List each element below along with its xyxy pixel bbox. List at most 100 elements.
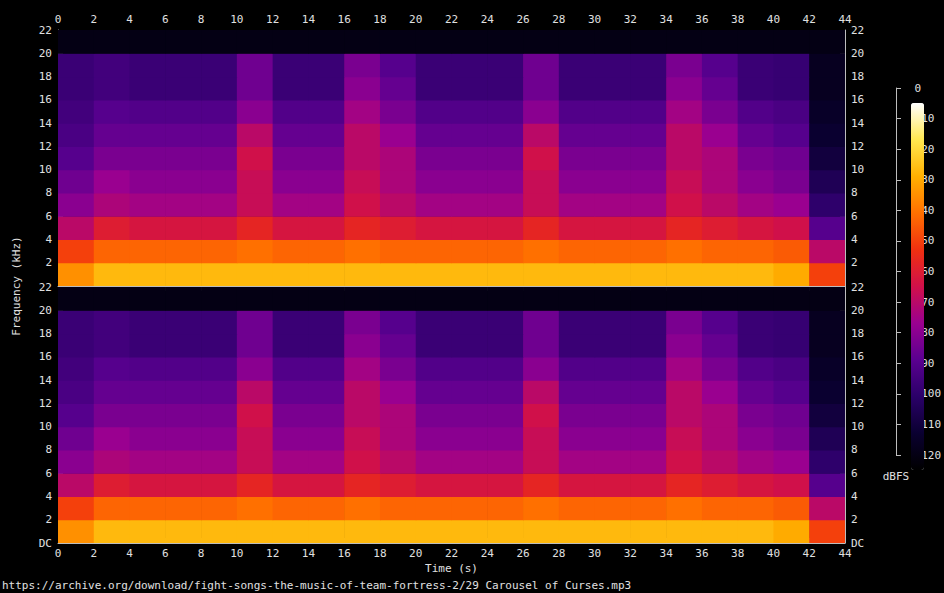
- svg-text:20: 20: [409, 13, 422, 26]
- svg-text:8: 8: [851, 443, 858, 456]
- svg-text:6: 6: [162, 13, 169, 26]
- svg-text:14: 14: [39, 374, 53, 387]
- svg-text:0: 0: [55, 13, 62, 26]
- svg-text:18: 18: [851, 327, 864, 340]
- svg-text:8: 8: [851, 186, 858, 199]
- svg-text:14: 14: [302, 547, 316, 560]
- svg-text:12: 12: [266, 547, 279, 560]
- svg-text:14: 14: [851, 374, 865, 387]
- svg-text:DC: DC: [39, 537, 52, 550]
- svg-text:16: 16: [338, 547, 351, 560]
- svg-text:18: 18: [39, 70, 52, 83]
- svg-text:10: 10: [851, 163, 864, 176]
- svg-text:8: 8: [198, 547, 205, 560]
- svg-text:32: 32: [624, 547, 637, 560]
- svg-text:18: 18: [39, 327, 52, 340]
- svg-text:36: 36: [695, 547, 708, 560]
- svg-text:-110: -110: [914, 417, 941, 431]
- svg-text:14: 14: [851, 117, 865, 130]
- svg-text:12: 12: [39, 397, 52, 410]
- svg-text:dBFS: dBFS: [883, 470, 910, 483]
- svg-text:6: 6: [45, 467, 52, 480]
- svg-text:12: 12: [851, 397, 864, 410]
- svg-text:18: 18: [851, 70, 864, 83]
- svg-text:8: 8: [198, 13, 205, 26]
- svg-text:4: 4: [45, 490, 52, 503]
- svg-text:38: 38: [731, 13, 744, 26]
- svg-text:16: 16: [338, 13, 351, 26]
- svg-text:22: 22: [39, 24, 52, 37]
- svg-text:-100: -100: [914, 387, 941, 401]
- svg-text:22: 22: [39, 281, 52, 294]
- svg-text:10: 10: [39, 420, 52, 433]
- svg-text:36: 36: [695, 13, 708, 26]
- svg-text:20: 20: [409, 547, 422, 560]
- svg-text:6: 6: [851, 467, 858, 480]
- svg-text:40: 40: [767, 547, 780, 560]
- svg-text:https://archive.org/download/f: https://archive.org/download/fight-songs…: [2, 579, 631, 592]
- svg-text:4: 4: [851, 490, 858, 503]
- svg-text:Frequency (kHz): Frequency (kHz): [10, 236, 23, 335]
- svg-text:28: 28: [552, 13, 565, 26]
- svg-text:10: 10: [230, 547, 243, 560]
- svg-text:20: 20: [39, 304, 52, 317]
- svg-text:32: 32: [624, 13, 637, 26]
- svg-text:20: 20: [39, 47, 52, 60]
- svg-text:24: 24: [481, 13, 495, 26]
- svg-text:40: 40: [767, 13, 780, 26]
- svg-text:28: 28: [552, 547, 565, 560]
- svg-text:24: 24: [481, 547, 495, 560]
- svg-text:34: 34: [660, 547, 674, 560]
- svg-text:4: 4: [45, 233, 52, 246]
- svg-text:10: 10: [851, 420, 864, 433]
- svg-text:14: 14: [39, 117, 53, 130]
- svg-text:16: 16: [39, 350, 52, 363]
- svg-text:Time (s): Time (s): [425, 562, 478, 575]
- svg-text:16: 16: [39, 93, 52, 106]
- svg-text:2: 2: [90, 13, 97, 26]
- svg-text:44: 44: [838, 13, 852, 26]
- svg-text:12: 12: [266, 13, 279, 26]
- svg-text:18: 18: [373, 547, 386, 560]
- svg-text:4: 4: [851, 233, 858, 246]
- svg-text:10: 10: [39, 163, 52, 176]
- svg-text:2: 2: [90, 547, 97, 560]
- svg-text:4: 4: [126, 13, 133, 26]
- svg-text:6: 6: [45, 210, 52, 223]
- svg-text:0: 0: [915, 82, 922, 95]
- svg-text:14: 14: [302, 13, 316, 26]
- svg-text:22: 22: [445, 547, 458, 560]
- svg-text:8: 8: [45, 186, 52, 199]
- svg-text:26: 26: [516, 13, 529, 26]
- svg-text:42: 42: [803, 547, 816, 560]
- svg-text:22: 22: [851, 24, 864, 37]
- svg-text:20: 20: [851, 304, 864, 317]
- svg-text:2: 2: [45, 513, 52, 526]
- svg-text:2: 2: [851, 513, 858, 526]
- svg-text:44: 44: [838, 547, 852, 560]
- svg-text:-120: -120: [914, 448, 941, 462]
- svg-text:16: 16: [851, 93, 864, 106]
- svg-text:34: 34: [660, 13, 674, 26]
- svg-text:2: 2: [851, 256, 858, 269]
- svg-text:4: 4: [126, 547, 133, 560]
- svg-text:30: 30: [588, 13, 601, 26]
- svg-text:DC: DC: [851, 537, 864, 550]
- svg-text:38: 38: [731, 547, 744, 560]
- svg-text:16: 16: [851, 350, 864, 363]
- svg-text:22: 22: [445, 13, 458, 26]
- svg-text:10: 10: [230, 13, 243, 26]
- svg-text:2: 2: [45, 256, 52, 269]
- svg-text:12: 12: [39, 140, 52, 153]
- svg-text:18: 18: [373, 13, 386, 26]
- svg-text:12: 12: [851, 140, 864, 153]
- svg-text:6: 6: [851, 210, 858, 223]
- svg-text:0: 0: [55, 547, 62, 560]
- svg-text:26: 26: [516, 547, 529, 560]
- svg-text:42: 42: [803, 13, 816, 26]
- svg-text:30: 30: [588, 547, 601, 560]
- svg-text:22: 22: [851, 281, 864, 294]
- svg-text:6: 6: [162, 547, 169, 560]
- svg-text:20: 20: [851, 47, 864, 60]
- svg-text:8: 8: [45, 443, 52, 456]
